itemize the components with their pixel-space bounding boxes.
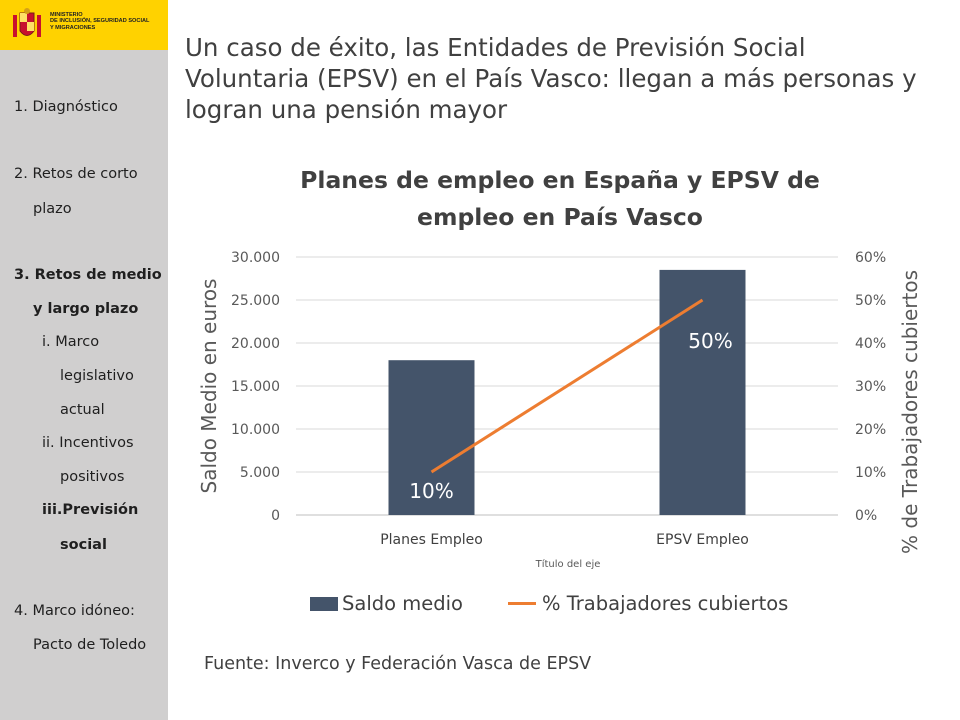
y2-axis-label: % de Trabajadores cubiertos xyxy=(898,270,922,554)
sidebar-subitem-prevision[interactable]: iii.Previsión xyxy=(42,502,139,518)
bar xyxy=(388,360,475,515)
sidebar-subitem-incentivos-cont[interactable]: positivos xyxy=(60,469,125,485)
chart-title-line: Planes de empleo en España y EPSV de xyxy=(300,166,820,194)
ministry-line: DE INCLUSIÓN, SEGURIDAD SOCIAL xyxy=(50,18,150,25)
legend-label: % Trabajadores cubiertos xyxy=(542,592,789,615)
coat-of-arms-icon xyxy=(13,8,41,37)
legend-item-trabajadores: % Trabajadores cubiertos xyxy=(508,592,788,615)
sidebar-item-retos-medio-cont[interactable]: y largo plazo xyxy=(33,301,139,317)
sidebar: MINISTERIO DE INCLUSIÓN, SEGURIDAD SOCIA… xyxy=(0,0,168,720)
sidebar-subitem-marco-cont[interactable]: legislativo xyxy=(60,368,134,384)
slide-title-line: Voluntaria (EPSV) en el País Vasco: lleg… xyxy=(185,64,917,93)
sidebar-subitem-prevision-cont[interactable]: social xyxy=(60,537,107,553)
y2-axis-ticks: 0% 10% 20% 30% 40% 50% 60% xyxy=(855,250,886,524)
legend-label: Saldo medio xyxy=(342,592,463,615)
data-label: 10% xyxy=(409,479,453,503)
y-axis-ticks: 0 5.000 10.000 15.000 20.000 25.000 30.000 xyxy=(231,250,280,524)
sidebar-item-diagnostico[interactable]: 1. Diagnóstico xyxy=(14,99,118,115)
legend-swatch-line xyxy=(508,602,536,605)
slide-title-line: logran una pensión mayor xyxy=(185,95,508,124)
slide-title: Un caso de éxito, las Entidades de Previ… xyxy=(185,32,945,125)
y2-tick-label: 10% xyxy=(855,465,886,481)
y2-tick-label: 20% xyxy=(855,422,886,438)
y-tick-label: 0 xyxy=(271,508,280,524)
sidebar-subitem-marco[interactable]: i. Marco xyxy=(42,334,100,350)
sidebar-item-marco-idoneo-cont[interactable]: Pacto de Toledo xyxy=(33,637,147,653)
sidebar-item-retos-medio[interactable]: 3. Retos de medio xyxy=(14,267,162,283)
sidebar-item-retos-corto-cont[interactable]: plazo xyxy=(33,201,72,217)
ministry-name: MINISTERIO DE INCLUSIÓN, SEGURIDAD SOCIA… xyxy=(50,12,165,31)
grid-lines xyxy=(296,256,838,516)
bar-series xyxy=(388,269,746,515)
line-series xyxy=(430,298,704,474)
sidebar-item-marco-idoneo[interactable]: 4. Marco idóneo: xyxy=(14,603,135,619)
y-tick-label: 5.000 xyxy=(240,465,280,481)
x-axis-ticks: Planes Empleo EPSV Empleo xyxy=(380,532,749,548)
y2-tick-label: 0% xyxy=(855,508,877,524)
legend-swatch-bar xyxy=(310,596,338,611)
y-axis-label: Saldo Medio en euros xyxy=(197,279,221,494)
y2-tick-label: 40% xyxy=(855,336,886,352)
y-tick-label: 30.000 xyxy=(231,250,280,266)
chart-title: Planes de empleo en España y EPSV de emp… xyxy=(280,162,840,236)
data-labels: 10% 50% xyxy=(409,329,732,503)
y-tick-label: 15.000 xyxy=(231,379,280,395)
sidebar-subitem-incentivos[interactable]: ii. Incentivos xyxy=(42,435,134,451)
source-note: Fuente: Inverco y Federación Vasca de EP… xyxy=(204,654,592,674)
slide-title-line: Un caso de éxito, las Entidades de Previ… xyxy=(185,33,806,62)
legend-item-saldo: Saldo medio xyxy=(310,592,463,615)
x-tick-label: EPSV Empleo xyxy=(656,532,749,548)
y-tick-label: 20.000 xyxy=(231,336,280,352)
y2-tick-label: 60% xyxy=(855,250,886,266)
chart-title-line: empleo en País Vasco xyxy=(417,203,703,231)
x-tick-label: Planes Empleo xyxy=(380,532,483,548)
bar xyxy=(659,269,746,515)
ministry-line: MINISTERIO xyxy=(50,12,83,18)
y2-tick-label: 30% xyxy=(855,379,886,395)
y-tick-label: 25.000 xyxy=(231,293,280,309)
chart-legend: Saldo medio % Trabajadores cubiertos xyxy=(300,592,840,620)
y2-tick-label: 50% xyxy=(855,293,886,309)
x-axis-label: Título del eje xyxy=(535,558,601,570)
sidebar-item-retos-corto[interactable]: 2. Retos de corto xyxy=(14,166,138,182)
ministry-line: Y MIGRACIONES xyxy=(50,24,96,31)
data-label: 50% xyxy=(688,329,732,353)
series-line xyxy=(430,298,704,474)
ministry-logo: MINISTERIO DE INCLUSIÓN, SEGURIDAD SOCIA… xyxy=(0,0,168,50)
sidebar-subitem-marco-cont[interactable]: actual xyxy=(60,402,105,418)
y-tick-label: 10.000 xyxy=(231,422,280,438)
